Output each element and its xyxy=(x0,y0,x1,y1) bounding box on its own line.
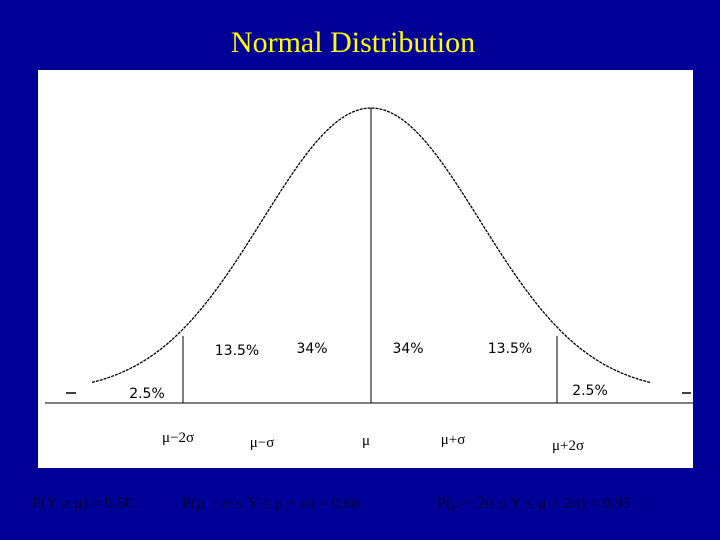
x-label: μ+2σ xyxy=(552,438,584,454)
x-label: μ xyxy=(362,433,370,449)
region-label: 34% xyxy=(392,341,423,357)
panel xyxy=(38,70,693,468)
x-label: μ−2σ xyxy=(162,430,194,446)
formula: P(μ − 2σ ≤ Y ≤ μ + 2σ) = 0.95 xyxy=(437,495,631,512)
formula: P(Y ≥ μ) = 0.50 xyxy=(32,495,133,512)
region-label: 2.5% xyxy=(129,386,165,402)
x-label: μ−σ xyxy=(250,435,275,451)
region-label: 13.5% xyxy=(488,341,532,357)
region-label: 34% xyxy=(296,341,327,357)
bell-curve xyxy=(91,107,651,384)
x-label: μ+σ xyxy=(441,432,466,448)
slide-title: Normal Distribution xyxy=(231,26,475,59)
region-label: 13.5% xyxy=(215,343,259,359)
formula: P(μ − σ ≤ Y ≤ μ + σ) = 0.68 xyxy=(182,495,360,512)
region-label: 2.5% xyxy=(572,383,608,399)
